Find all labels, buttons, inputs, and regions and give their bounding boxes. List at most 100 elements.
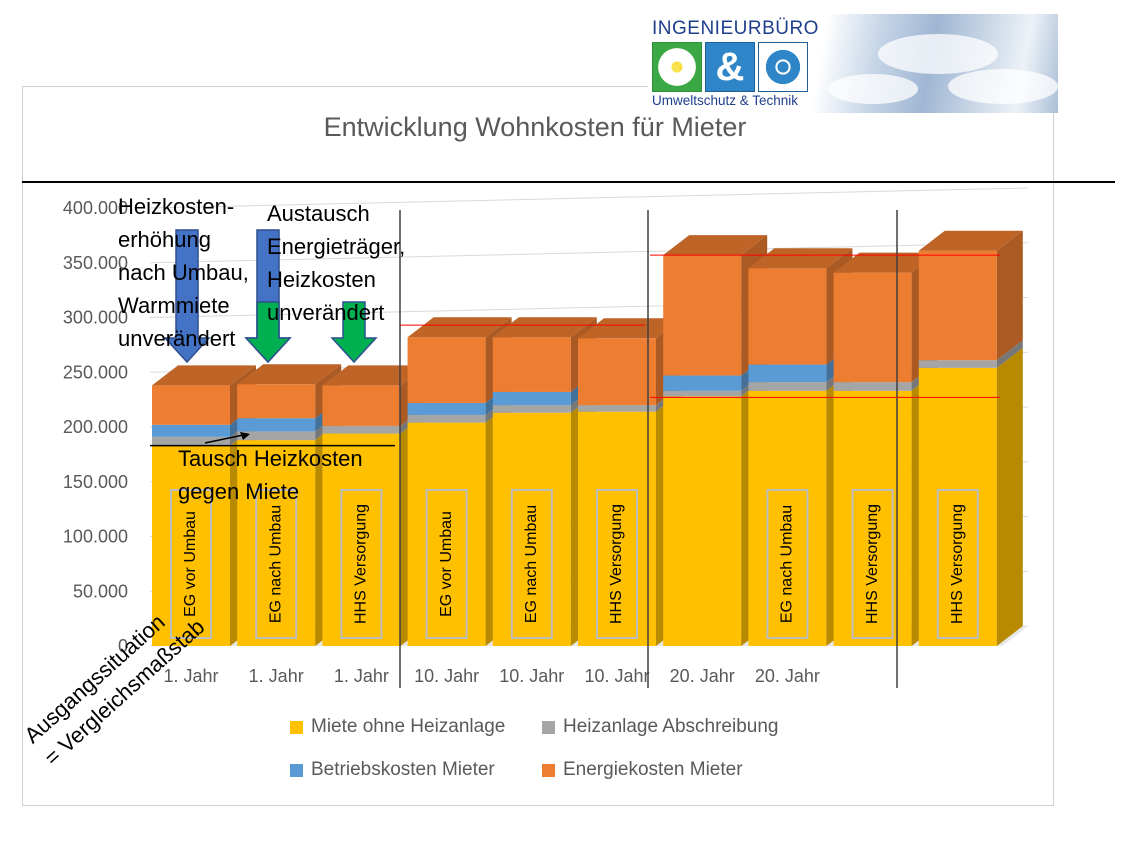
bar-segment bbox=[578, 338, 656, 406]
gridline bbox=[149, 242, 1029, 264]
flower-icon bbox=[652, 42, 702, 92]
bar-label-box bbox=[510, 489, 553, 639]
bar-segment bbox=[492, 412, 571, 646]
bar-segment-side bbox=[996, 340, 1023, 368]
bar-segment bbox=[152, 445, 230, 646]
bar-segment bbox=[748, 268, 827, 365]
bar-segment bbox=[237, 431, 316, 441]
y-tick-label: 400.000 bbox=[63, 198, 128, 218]
x-tick-label: 20. Jahr bbox=[755, 666, 820, 686]
bar-label: HHS Versorgung bbox=[353, 504, 370, 624]
bar-label: HHS Versorgung bbox=[608, 504, 625, 624]
bar-label: EG vor Umbau bbox=[182, 511, 199, 617]
bar-top-face bbox=[492, 317, 597, 338]
bar-segment bbox=[152, 424, 230, 437]
y-tick-label: 200.000 bbox=[63, 417, 128, 437]
y-tick-label: 150.000 bbox=[63, 472, 128, 492]
y-tick-label: 350.000 bbox=[63, 253, 128, 273]
bar-segment bbox=[748, 364, 827, 383]
bar-top-face bbox=[237, 364, 342, 385]
y-tick-label: 50.000 bbox=[73, 581, 128, 601]
legend-item: Heizanlage Abschreibung bbox=[542, 716, 779, 738]
green-down-arrow bbox=[330, 301, 378, 364]
x-tick-label: 20. Jahr bbox=[670, 666, 735, 686]
legend-item: Miete ohne Heizanlage bbox=[290, 716, 505, 738]
bar-top-face bbox=[152, 365, 256, 386]
bar-label: EG nach Umbau bbox=[267, 505, 284, 623]
bar-segment-side bbox=[996, 230, 1023, 361]
bar-label: HHS Versorgung bbox=[949, 504, 966, 624]
bar-segment bbox=[918, 360, 997, 368]
bar-label-box bbox=[766, 489, 809, 639]
bar-label-box bbox=[596, 489, 638, 639]
bar-segment bbox=[152, 385, 230, 425]
annotation-heat-increase: Heizkosten- erhöhung nach Umbau, Warmmie… bbox=[118, 194, 249, 351]
legend-label: Energiekosten Mieter bbox=[563, 759, 743, 780]
logo-subtitle: Umweltschutz & Technik bbox=[652, 93, 799, 108]
x-tick-label: 10. Jahr bbox=[499, 666, 564, 686]
bar-segment bbox=[407, 337, 486, 403]
title-divider bbox=[22, 181, 1115, 183]
legend-label: Miete ohne Heizanlage bbox=[311, 716, 506, 737]
company-logo: INGENIEURBÜRO & Umweltschutz & Technik bbox=[648, 14, 1058, 113]
bar-segment bbox=[748, 390, 827, 646]
bar-segment-side bbox=[996, 347, 1023, 646]
bar-label-box bbox=[425, 489, 468, 639]
bar-segment bbox=[237, 384, 316, 419]
y-tick-label: 300.000 bbox=[63, 308, 128, 328]
x-tick-label: 10. Jahr bbox=[584, 666, 649, 686]
legend-swatch bbox=[290, 763, 303, 777]
legend-label: Betriebskosten Mieter bbox=[311, 759, 495, 780]
bar-label-box bbox=[340, 489, 383, 639]
bar-top-face bbox=[833, 252, 938, 273]
logo-brand: INGENIEURBÜRO bbox=[652, 18, 819, 39]
y-tick-label: 100.000 bbox=[63, 527, 128, 547]
bar-segment bbox=[918, 250, 997, 361]
legend-swatch bbox=[542, 763, 555, 777]
bar-label-box bbox=[170, 489, 212, 639]
bar-segment bbox=[578, 411, 656, 646]
bar-segment bbox=[237, 418, 316, 432]
bar-segment bbox=[407, 414, 486, 423]
bar-label: EG vor Umbau bbox=[438, 511, 455, 617]
bar-label-box bbox=[936, 489, 979, 639]
bar-segment bbox=[833, 382, 912, 391]
bar-top-face bbox=[748, 248, 853, 269]
blue-down-arrow bbox=[163, 229, 211, 364]
annotation-fuel-switch: Austausch Energieträger, Heizkosten unve… bbox=[267, 201, 406, 325]
bar-top-face bbox=[918, 230, 1023, 251]
bar-label-box bbox=[255, 489, 298, 639]
x-tick-label: 1. Jahr bbox=[334, 666, 389, 686]
bar-segment bbox=[407, 422, 486, 646]
x-tick-label: 1. Jahr bbox=[163, 666, 218, 686]
legend-swatch bbox=[542, 720, 555, 734]
bar-segment bbox=[322, 425, 401, 434]
legend-item: Betriebskosten Mieter bbox=[290, 759, 495, 781]
ampersand-icon: & bbox=[705, 42, 755, 92]
bar-segment bbox=[322, 433, 401, 646]
bar-segment bbox=[578, 405, 656, 412]
bar-top-face bbox=[407, 317, 512, 338]
bar-segment bbox=[237, 440, 316, 646]
bar-segment bbox=[407, 402, 486, 415]
logo-icons: & bbox=[652, 42, 808, 92]
legend-swatch bbox=[290, 720, 303, 734]
bar-segment bbox=[833, 390, 912, 646]
legend-label: Heizanlage Abschreibung bbox=[563, 716, 779, 737]
gridline bbox=[149, 187, 1029, 209]
logo-cloud bbox=[878, 34, 998, 74]
annotation-swap: Tausch Heizkosten gegen Miete bbox=[178, 446, 363, 504]
bar-segment bbox=[492, 391, 571, 406]
bar-label: HHS Versorgung bbox=[864, 504, 881, 624]
x-tick-label: 1. Jahr bbox=[249, 666, 304, 686]
y-tick-label: 0 bbox=[118, 636, 128, 656]
y-tick-label: 250.000 bbox=[63, 362, 128, 382]
bar-segment bbox=[748, 382, 827, 391]
bar-top-face bbox=[663, 235, 768, 256]
bar-segment bbox=[663, 255, 742, 376]
bar-segment bbox=[918, 367, 997, 646]
bar-segment bbox=[152, 436, 230, 446]
gear-icon bbox=[758, 42, 808, 92]
legend-item: Energiekosten Mieter bbox=[542, 759, 743, 781]
